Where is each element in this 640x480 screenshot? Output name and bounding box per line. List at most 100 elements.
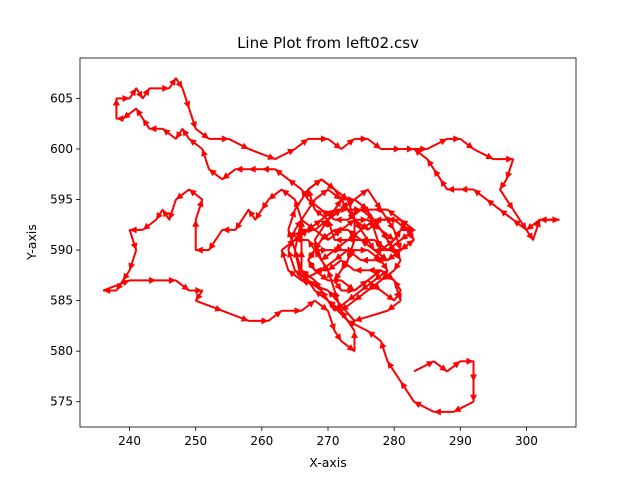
- arrow-head: [255, 211, 263, 220]
- arrow-head: [320, 189, 328, 197]
- arrow-head: [395, 242, 402, 251]
- arrow-head: [387, 222, 395, 230]
- arrow-head: [393, 145, 401, 153]
- arrow-head: [182, 128, 190, 137]
- arrow-head: [346, 138, 355, 146]
- arrow-head: [373, 141, 381, 149]
- arrow-head: [341, 201, 348, 210]
- arrow-head: [149, 276, 157, 284]
- arrow-head: [321, 263, 330, 271]
- arrow-head: [313, 179, 322, 187]
- arrow-head: [267, 153, 276, 160]
- arrow-head: [142, 222, 151, 230]
- x-tick-label: 290: [449, 434, 472, 448]
- arrow-head: [293, 250, 301, 258]
- arrow-head: [346, 199, 355, 207]
- arrow-head: [307, 189, 314, 198]
- arrow-head: [400, 381, 408, 390]
- arrow-head: [374, 246, 382, 254]
- y-tick-label: 605: [50, 91, 73, 105]
- arrow-head: [261, 165, 269, 173]
- arrow-head: [360, 216, 368, 224]
- arrow-head: [367, 242, 375, 251]
- arrow-head: [506, 201, 514, 210]
- arrow-head: [222, 226, 230, 234]
- y-tick-label: 575: [50, 395, 73, 409]
- arrow-head: [288, 270, 297, 278]
- arrow-head: [162, 84, 170, 92]
- arrow-head: [314, 290, 323, 298]
- arrow-head: [340, 206, 348, 214]
- arrow-head: [360, 135, 368, 143]
- y-tick-label: 590: [50, 243, 73, 257]
- arrow-head: [447, 185, 455, 193]
- arrow-head: [280, 250, 288, 258]
- arrow-head: [433, 169, 441, 177]
- arrow-head: [499, 181, 507, 190]
- arrow-head: [122, 94, 130, 102]
- arrow-head: [240, 142, 249, 149]
- x-tick-label: 280: [383, 434, 406, 448]
- arrow-head: [129, 226, 137, 234]
- arrow-head: [374, 206, 382, 214]
- arrow-head: [175, 192, 184, 200]
- arrow-head: [347, 250, 356, 258]
- arrow-head: [122, 111, 131, 119]
- arrow-head: [169, 78, 176, 86]
- arrow-head: [486, 199, 495, 207]
- arrow-head: [136, 108, 143, 117]
- arrow-head: [387, 303, 396, 311]
- arrow-head: [367, 283, 376, 291]
- arrow-head: [156, 211, 163, 220]
- arrow-head: [361, 283, 369, 291]
- arrow-head: [413, 401, 422, 409]
- arrow-head: [433, 408, 441, 416]
- arrow-head: [129, 88, 137, 97]
- arrow-head: [307, 300, 315, 308]
- arrow-head: [359, 189, 368, 197]
- arrow-head: [453, 405, 462, 412]
- arrow-head: [393, 229, 401, 238]
- arrow-head: [296, 219, 304, 228]
- arrow-head: [347, 236, 355, 244]
- arrow-head: [235, 165, 243, 173]
- arrow-head: [195, 292, 203, 301]
- arrow-head: [466, 357, 474, 365]
- arrow-head: [321, 209, 330, 217]
- arrow-head: [346, 219, 355, 227]
- arrow-head: [374, 239, 382, 248]
- arrow-head: [328, 263, 336, 271]
- arrow-head: [354, 315, 363, 323]
- arrow-head: [439, 364, 448, 372]
- arrow-head: [116, 115, 124, 123]
- x-tick-label: 240: [118, 434, 141, 448]
- arrow-head: [380, 273, 389, 281]
- arrow-head: [320, 273, 328, 281]
- arrow-head: [326, 270, 334, 279]
- arrow-head: [183, 100, 191, 109]
- arrow-head: [201, 131, 209, 139]
- arrow-head: [189, 138, 197, 146]
- arrow-head: [201, 148, 208, 157]
- arrow-head: [354, 206, 362, 214]
- arrow-head: [287, 229, 294, 238]
- arrow-head: [214, 304, 223, 312]
- arrow-head: [380, 262, 388, 271]
- arrow-head: [195, 246, 203, 254]
- arrow-head: [465, 141, 474, 149]
- arrow-head: [425, 361, 434, 368]
- arrow-head: [367, 330, 376, 338]
- arrow-head: [460, 185, 468, 193]
- arrow-head: [142, 88, 150, 97]
- arrow-head: [175, 80, 183, 89]
- arrow-head: [359, 222, 368, 230]
- arrow-head: [420, 145, 428, 153]
- arrow-head: [506, 155, 514, 163]
- arrow-head: [320, 303, 328, 311]
- arrow-head: [208, 169, 217, 177]
- arrow-head: [374, 256, 382, 264]
- arrow-head: [301, 270, 309, 279]
- arrow-head: [406, 239, 414, 248]
- arrow-head: [361, 206, 369, 214]
- arrow-head: [326, 182, 335, 190]
